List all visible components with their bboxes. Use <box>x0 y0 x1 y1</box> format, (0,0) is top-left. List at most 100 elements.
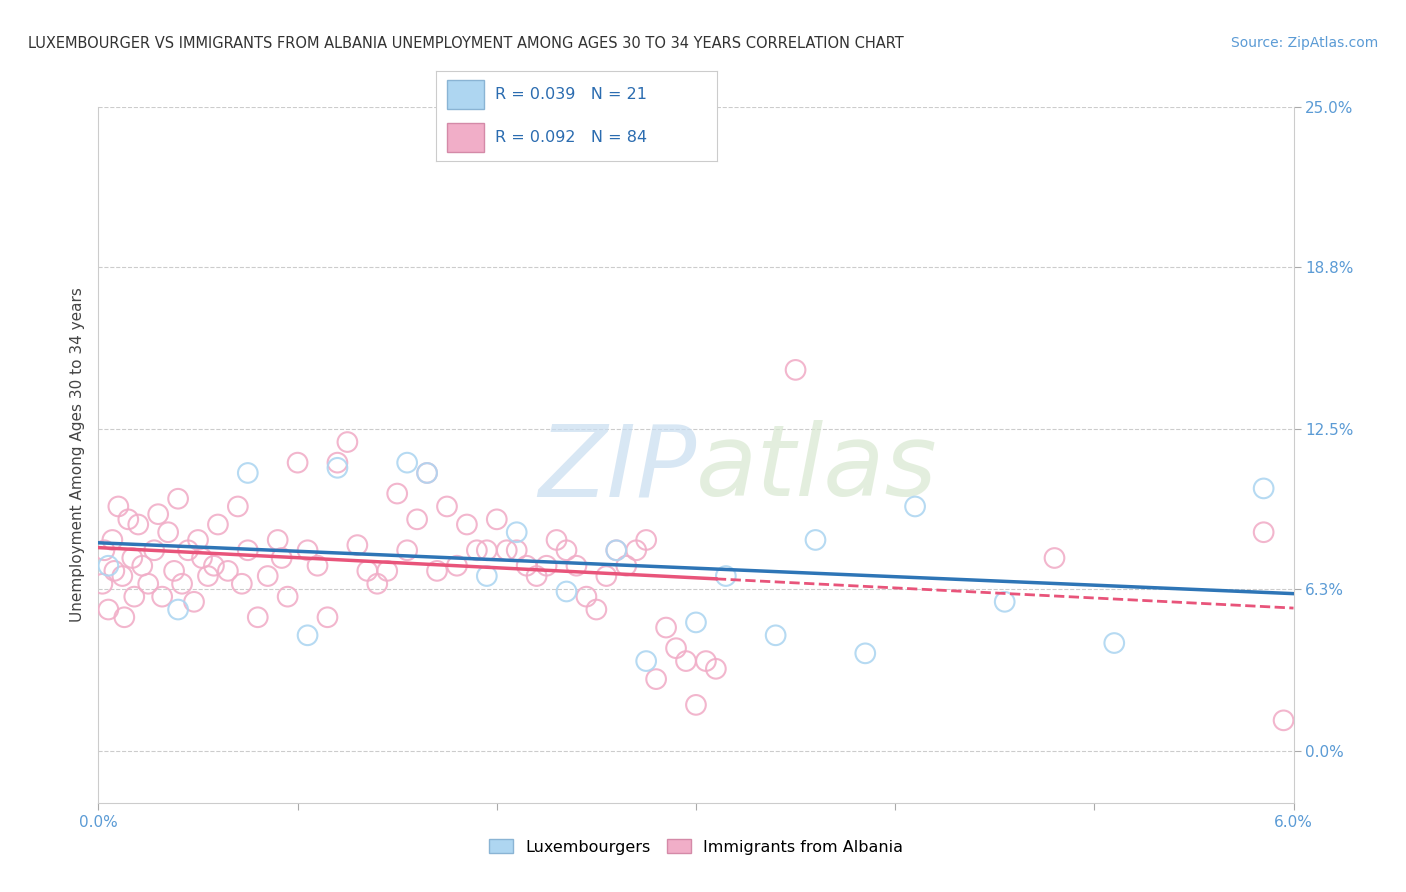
Point <box>595 569 617 583</box>
Point <box>704 662 727 676</box>
Point <box>172 576 194 591</box>
Point <box>636 654 658 668</box>
Text: R = 0.039   N = 21: R = 0.039 N = 21 <box>495 87 647 102</box>
Point <box>665 641 688 656</box>
Point <box>605 543 627 558</box>
Point <box>465 543 488 558</box>
Point <box>346 538 368 552</box>
Point <box>131 558 153 573</box>
Y-axis label: Unemployment Among Ages 30 to 34 years: Unemployment Among Ages 30 to 34 years <box>69 287 84 623</box>
Point <box>375 564 398 578</box>
Point <box>645 672 668 686</box>
Point <box>456 517 478 532</box>
Point <box>475 569 498 583</box>
Point <box>103 564 125 578</box>
Point <box>97 602 120 616</box>
Point <box>91 576 114 591</box>
Point <box>555 584 578 599</box>
Point <box>1043 551 1066 566</box>
Point <box>236 543 259 558</box>
Point <box>183 595 205 609</box>
Point <box>416 466 439 480</box>
Point <box>526 569 548 583</box>
Point <box>297 543 319 558</box>
Point <box>256 569 278 583</box>
Point <box>536 558 558 573</box>
Point <box>366 576 388 591</box>
Point <box>785 363 807 377</box>
Text: atlas: atlas <box>696 420 938 517</box>
Point <box>124 590 146 604</box>
Point <box>506 525 529 540</box>
Point <box>396 456 419 470</box>
Point <box>506 543 529 558</box>
Point <box>904 500 927 514</box>
Point <box>112 610 135 624</box>
Point <box>326 456 349 470</box>
Point <box>267 533 290 547</box>
Point <box>655 621 678 635</box>
Text: LUXEMBOURGER VS IMMIGRANTS FROM ALBANIA UNEMPLOYMENT AMONG AGES 30 TO 34 YEARS C: LUXEMBOURGER VS IMMIGRANTS FROM ALBANIA … <box>28 36 904 51</box>
Point <box>246 610 269 624</box>
Point <box>97 558 120 573</box>
Point <box>226 500 249 514</box>
Point <box>207 517 229 532</box>
Point <box>436 500 458 514</box>
Point <box>177 543 200 558</box>
Point <box>636 533 658 547</box>
Point <box>685 615 707 630</box>
Point <box>475 543 498 558</box>
Point <box>446 558 468 573</box>
Point <box>614 558 637 573</box>
Point <box>326 460 349 475</box>
Point <box>121 551 143 566</box>
Point <box>202 558 225 573</box>
Point <box>1272 714 1295 728</box>
Point <box>297 628 319 642</box>
Point <box>765 628 787 642</box>
Point <box>853 646 876 660</box>
Point <box>626 543 648 558</box>
Point <box>406 512 429 526</box>
Point <box>385 486 409 500</box>
Point <box>1102 636 1125 650</box>
Point <box>994 595 1017 609</box>
Point <box>191 551 214 566</box>
Text: ZIP: ZIP <box>537 420 696 517</box>
Point <box>695 654 717 668</box>
Point <box>217 564 239 578</box>
Point <box>231 576 253 591</box>
Point <box>287 456 309 470</box>
Point <box>270 551 292 566</box>
Point <box>1253 482 1275 496</box>
Point <box>197 569 219 583</box>
FancyBboxPatch shape <box>447 80 484 109</box>
Point <box>136 576 159 591</box>
Point <box>157 525 180 540</box>
Point <box>495 543 517 558</box>
Point <box>101 533 124 547</box>
Point <box>316 610 339 624</box>
Point <box>277 590 299 604</box>
Point <box>111 569 134 583</box>
Point <box>93 543 115 558</box>
Text: Source: ZipAtlas.com: Source: ZipAtlas.com <box>1230 36 1378 50</box>
Point <box>336 435 359 450</box>
Point <box>714 569 737 583</box>
Point <box>150 590 173 604</box>
Point <box>426 564 449 578</box>
FancyBboxPatch shape <box>447 123 484 152</box>
Point <box>148 507 170 521</box>
Point <box>546 533 568 547</box>
Point <box>107 500 129 514</box>
Point <box>565 558 588 573</box>
Point <box>236 466 259 480</box>
Point <box>585 602 607 616</box>
Point <box>356 564 378 578</box>
Point <box>117 512 139 526</box>
Point <box>127 517 149 532</box>
Legend: Luxembourgers, Immigrants from Albania: Luxembourgers, Immigrants from Albania <box>482 832 910 861</box>
Point <box>685 698 707 712</box>
Point <box>605 543 627 558</box>
Point <box>187 533 209 547</box>
